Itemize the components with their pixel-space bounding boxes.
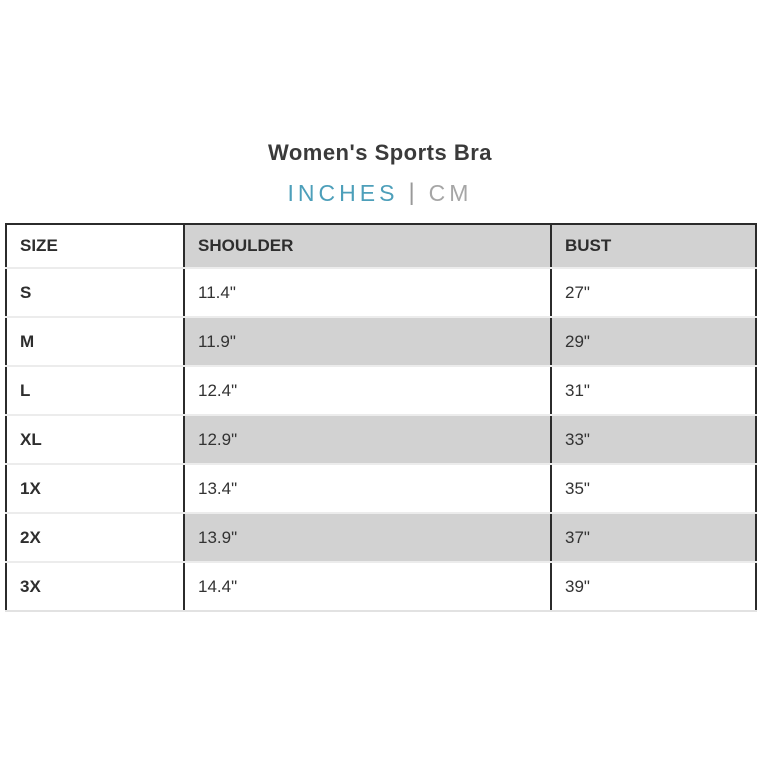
shoulder-value: 12.4" [183,365,552,416]
bust-value: 33" [550,414,757,465]
shoulder-value: 13.4" [183,463,552,514]
table-row: M 11.9" 29" [5,316,757,367]
size-label: 3X [5,561,185,612]
unit-option-inches[interactable]: INCHES [287,179,399,206]
column-header-shoulder: SHOULDER [183,223,552,269]
size-label: XL [5,414,185,465]
shoulder-value: 13.9" [183,512,552,563]
shoulder-value: 12.9" [183,414,552,465]
bust-value: 37" [550,512,757,563]
size-label: S [5,267,185,318]
table-row: L 12.4" 31" [5,365,757,416]
unit-option-cm[interactable]: CM [428,179,473,206]
shoulder-value: 11.4" [183,267,552,318]
size-label: 1X [5,463,185,514]
size-chart-container: SIZE SHOULDER BUST S 11.4" 27" M 11.9" 2… [5,223,757,612]
table-header-row: SIZE SHOULDER BUST [5,223,757,269]
table-row: 2X 13.9" 37" [5,512,757,563]
table-row: XL 12.9" 33" [5,414,757,465]
size-chart-table: SIZE SHOULDER BUST S 11.4" 27" M 11.9" 2… [5,223,757,612]
shoulder-value: 11.9" [183,316,552,367]
table-row: 1X 13.4" 35" [5,463,757,514]
bust-value: 29" [550,316,757,367]
size-chart-header: Women's Sports Bra INCHES | CM [0,0,760,207]
bust-value: 27" [550,267,757,318]
column-header-bust: BUST [550,223,757,269]
size-label: M [5,316,185,367]
unit-separator: | [408,179,415,206]
bust-value: 31" [550,365,757,416]
size-label: L [5,365,185,416]
size-label: 2X [5,512,185,563]
table-row: S 11.4" 27" [5,267,757,318]
bust-value: 35" [550,463,757,514]
shoulder-value: 14.4" [183,561,552,612]
page-title: Women's Sports Bra [267,140,493,165]
table-row: 3X 14.4" 39" [5,561,757,612]
unit-toggle: INCHES | CM [0,179,760,207]
bust-value: 39" [550,561,757,612]
column-header-size: SIZE [5,223,185,269]
